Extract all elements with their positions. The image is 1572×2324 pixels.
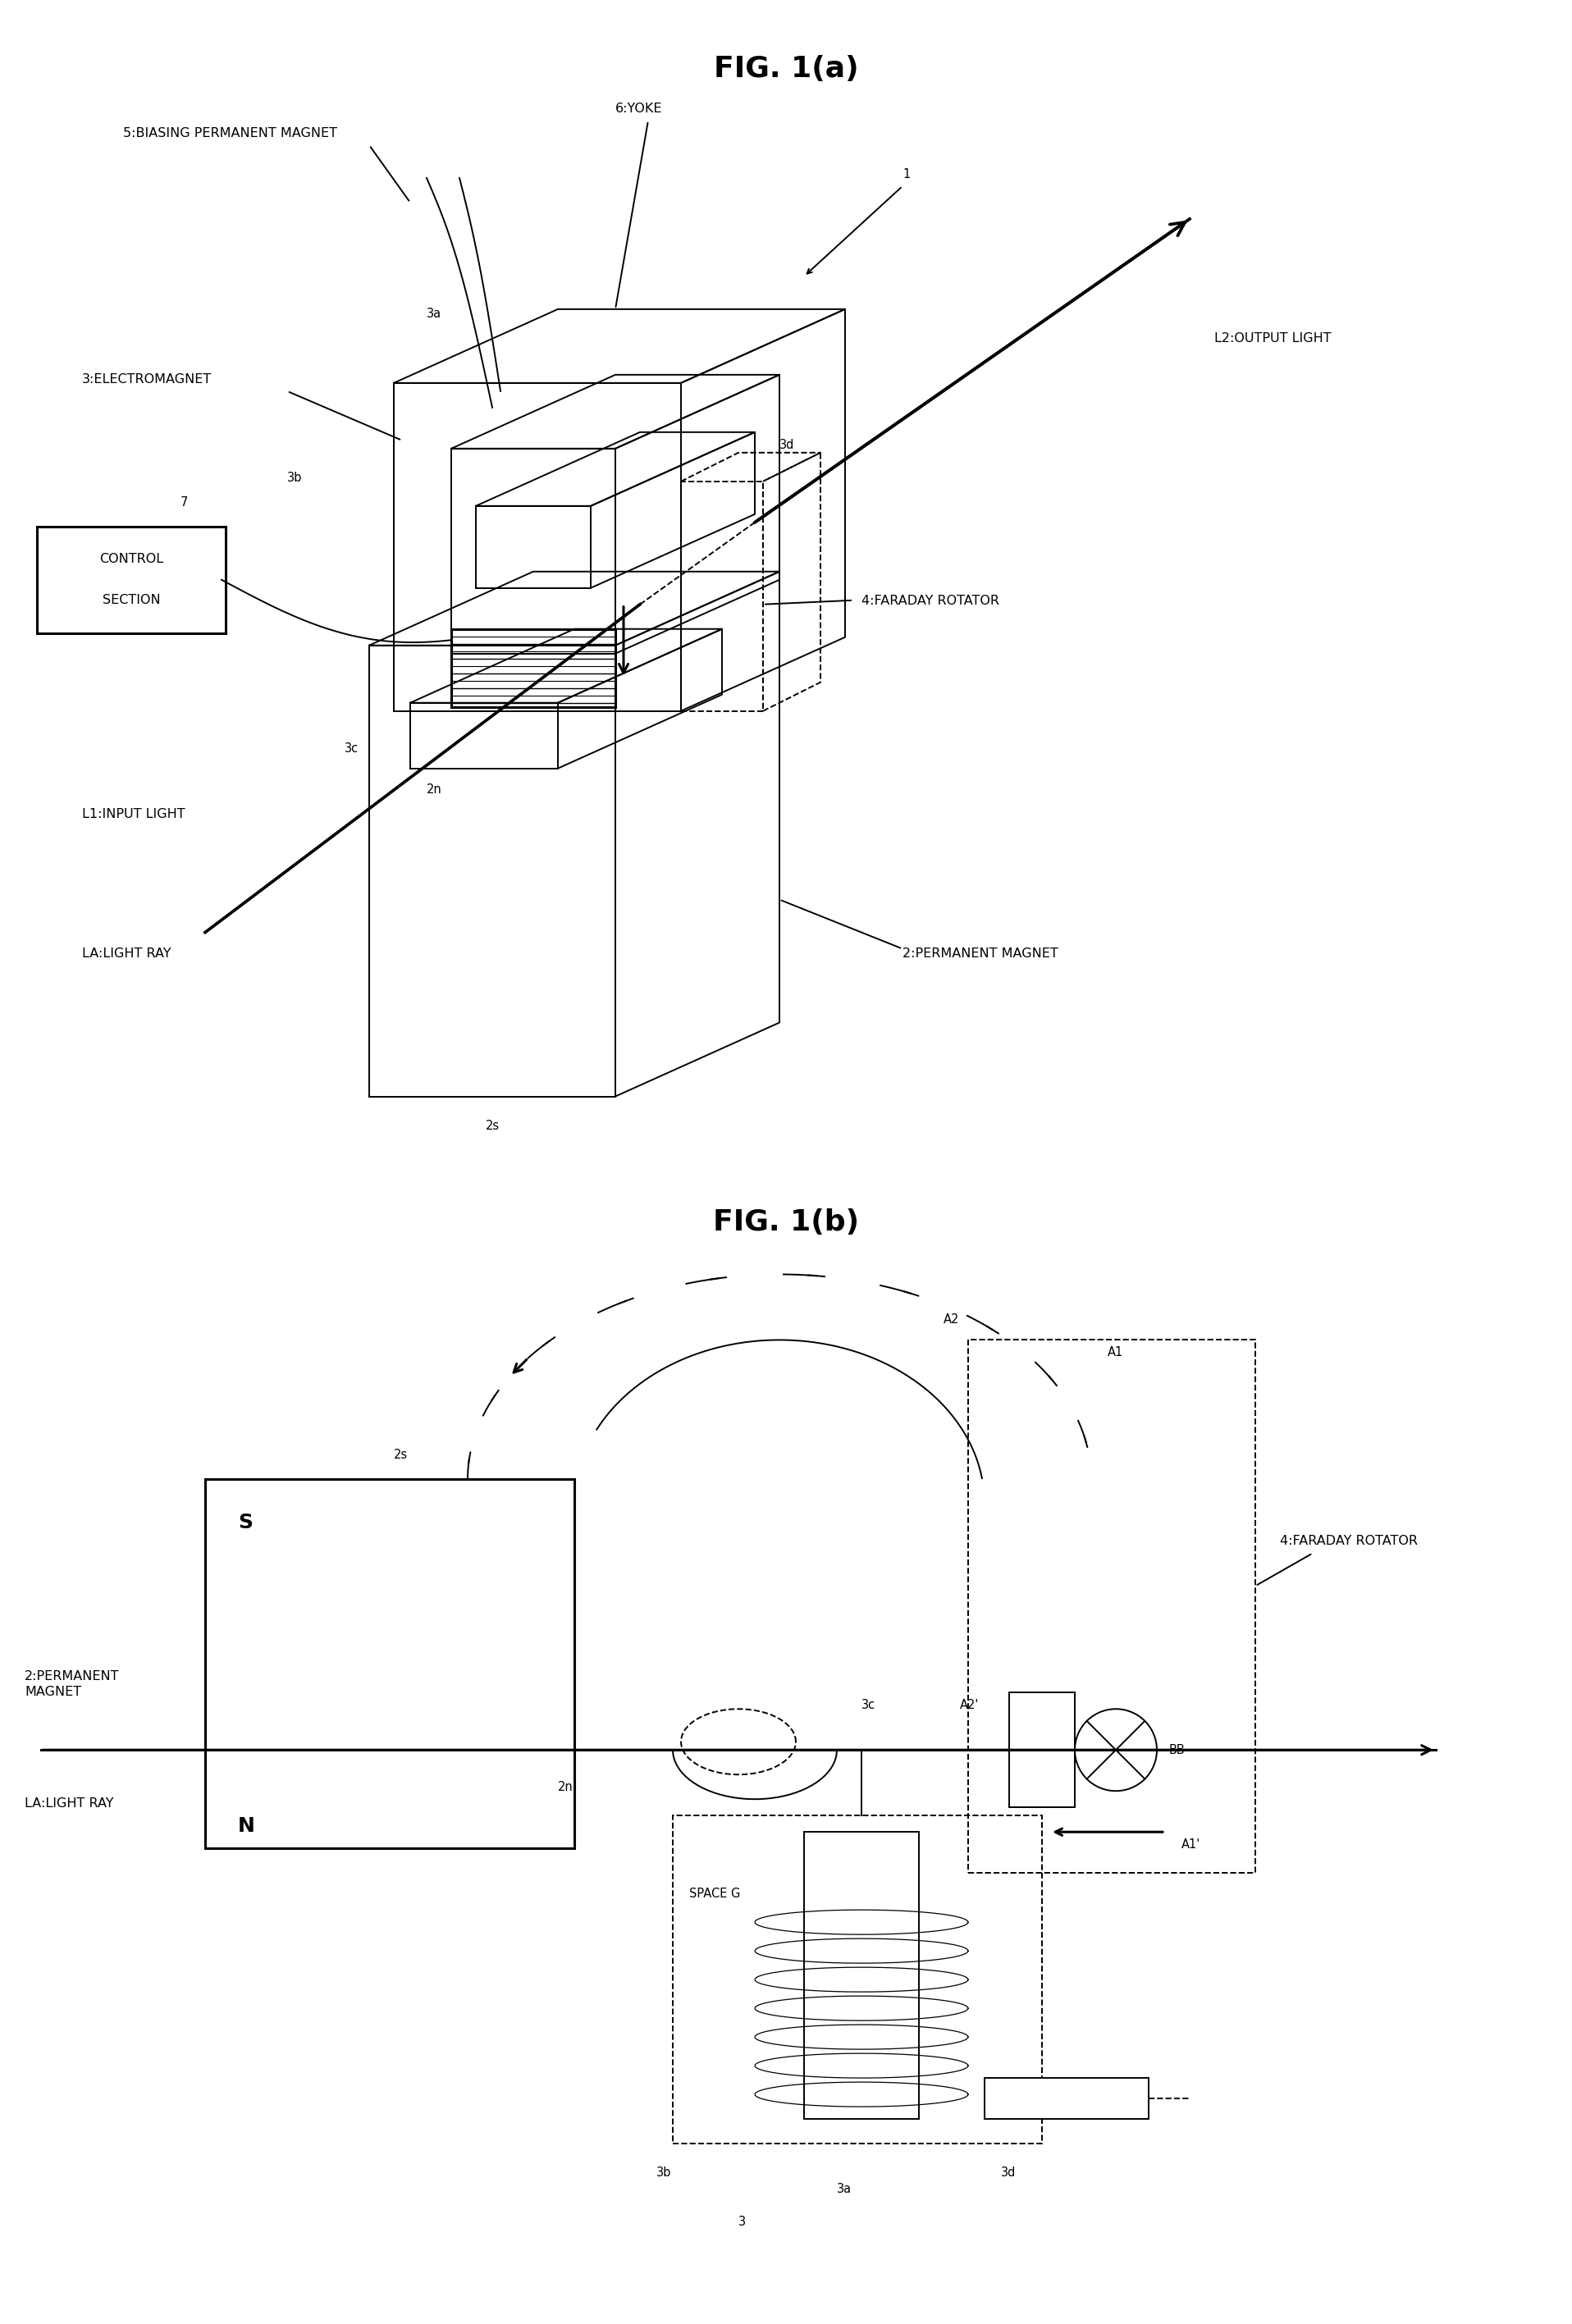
- Text: 5:BIASING PERMANENT MAGNET: 5:BIASING PERMANENT MAGNET: [123, 128, 338, 139]
- FancyBboxPatch shape: [36, 528, 226, 632]
- Text: 3: 3: [739, 2215, 745, 2229]
- Text: 3a: 3a: [836, 2182, 852, 2196]
- Text: 3c: 3c: [344, 741, 358, 755]
- Bar: [1009, 1692, 1075, 1808]
- Text: 3:ELECTROMAGNET: 3:ELECTROMAGNET: [82, 374, 212, 386]
- Text: S: S: [237, 1513, 253, 1532]
- Bar: [204, 1480, 574, 1848]
- Text: L1:INPUT LIGHT: L1:INPUT LIGHT: [82, 809, 185, 820]
- Text: 1: 1: [902, 167, 910, 181]
- Text: BB: BB: [1170, 1743, 1185, 1757]
- Bar: [968, 1341, 1256, 1873]
- Text: N: N: [237, 1817, 255, 1836]
- Text: 2n: 2n: [558, 1780, 574, 1794]
- Text: SPACE G: SPACE G: [689, 1887, 740, 1901]
- Text: LA:LIGHT RAY: LA:LIGHT RAY: [25, 1796, 113, 1810]
- Bar: [673, 1815, 1042, 2143]
- Text: 4:FARADAY ROTATOR: 4:FARADAY ROTATOR: [1280, 1536, 1418, 1548]
- Text: 3c: 3c: [861, 1699, 876, 1710]
- Text: FIG. 1(b): FIG. 1(b): [714, 1208, 858, 1236]
- Text: SECTION: SECTION: [102, 595, 160, 607]
- Text: L2:OUTPUT LIGHT: L2:OUTPUT LIGHT: [1214, 332, 1331, 344]
- Text: 6:YOKE: 6:YOKE: [615, 102, 662, 114]
- Text: 3d: 3d: [780, 439, 794, 451]
- Text: A1: A1: [1108, 1346, 1124, 1360]
- Text: 2s: 2s: [486, 1120, 500, 1132]
- Text: 2n: 2n: [426, 783, 442, 795]
- Text: FIG. 1(a): FIG. 1(a): [714, 56, 858, 84]
- Text: LA:LIGHT RAY: LA:LIGHT RAY: [82, 948, 171, 960]
- Text: A1': A1': [1182, 1838, 1201, 1850]
- Text: 2:PERMANENT MAGNET: 2:PERMANENT MAGNET: [902, 948, 1058, 960]
- Text: 2:PERMANENT
MAGNET: 2:PERMANENT MAGNET: [25, 1671, 119, 1699]
- Text: CONTROL: CONTROL: [99, 553, 163, 565]
- Text: 3b: 3b: [288, 472, 302, 483]
- Text: 2s: 2s: [395, 1448, 407, 1462]
- Text: A2': A2': [960, 1699, 979, 1710]
- Bar: [681, 481, 762, 711]
- Bar: [984, 2078, 1149, 2119]
- Text: 7: 7: [181, 495, 189, 509]
- Text: 3d: 3d: [1001, 2166, 1016, 2180]
- Bar: [803, 1831, 920, 2119]
- Text: A2: A2: [943, 1313, 959, 1327]
- Text: 3a: 3a: [426, 307, 442, 321]
- Text: 3b: 3b: [657, 2166, 671, 2180]
- Text: 4:FARADAY ROTATOR: 4:FARADAY ROTATOR: [861, 595, 1000, 607]
